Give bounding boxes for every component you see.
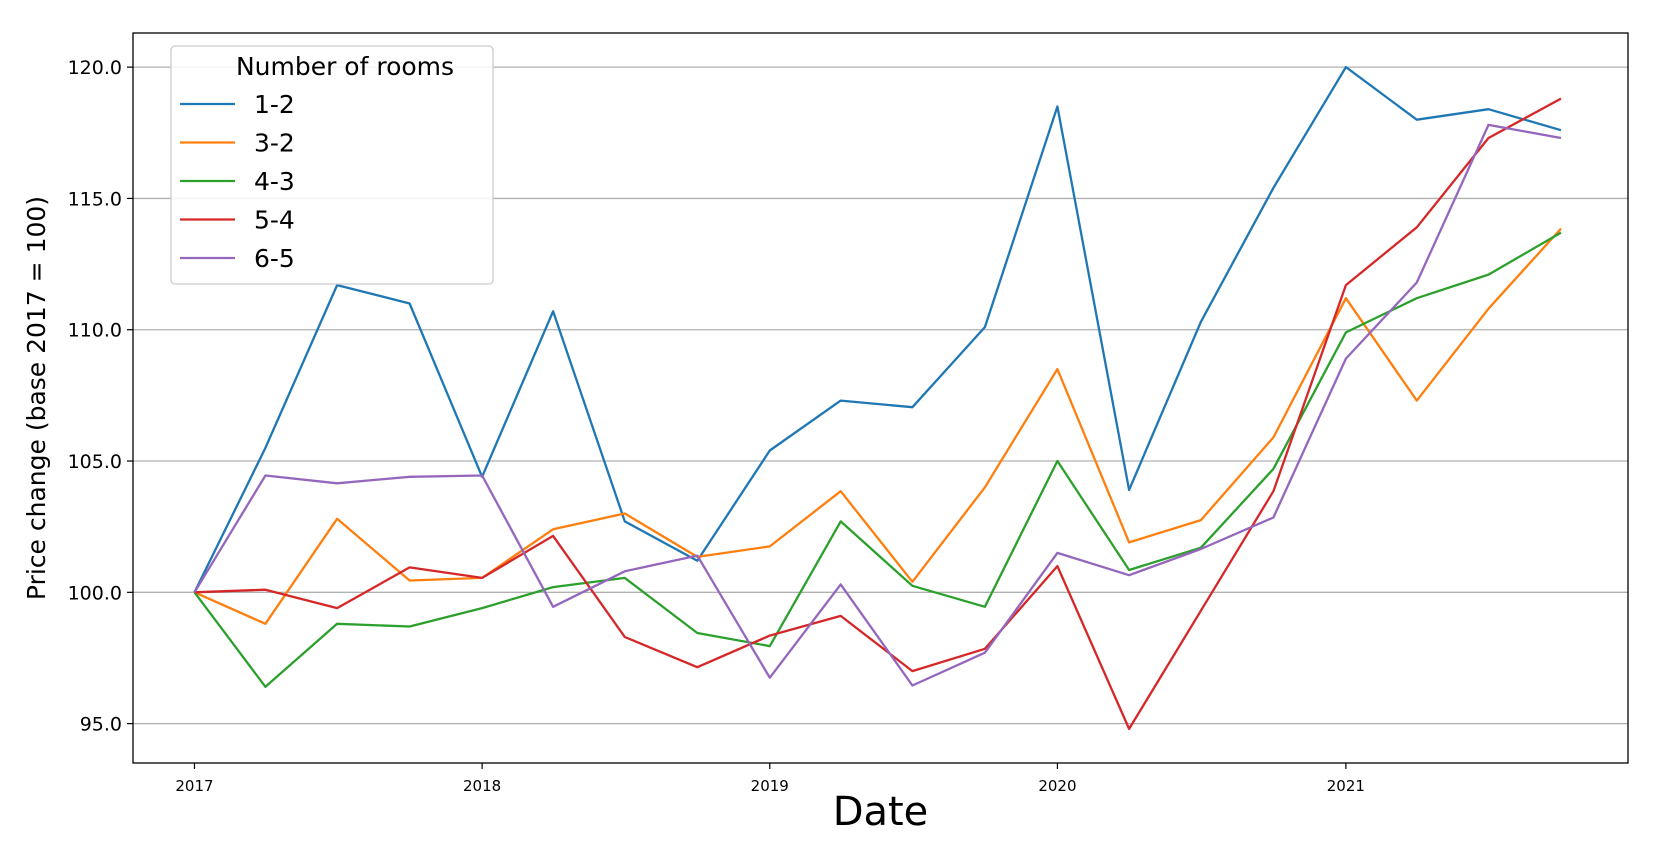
x-tick-label: 2019	[751, 777, 789, 795]
series-line-4-3	[193, 231, 1562, 688]
y-tick-label: 115.0	[68, 188, 122, 210]
legend-label: 3-2	[254, 129, 295, 158]
legend-box	[170, 45, 494, 285]
x-tick-label: 2018	[463, 777, 501, 795]
y-axis-label: Price change (base 2017 = 100)	[22, 196, 51, 600]
series-line-6-5	[193, 123, 1562, 687]
y-tick-label: 110.0	[68, 320, 122, 342]
y-tick-label: 95.0	[80, 714, 122, 736]
y-tick-label: 120.0	[68, 57, 122, 79]
series-line-5-4	[194, 97, 1562, 731]
x-axis-ticks: 2017 2018 2019 2020 2021	[175, 763, 1365, 795]
legend-items: 1-2 3-2 4-3 5-4 6-5	[180, 90, 295, 273]
legend-label: 4-3	[254, 167, 295, 196]
x-tick-label: 2021	[1327, 777, 1365, 795]
x-axis-label: Date	[833, 789, 929, 835]
series-line-3-2	[194, 227, 1562, 625]
legend-label: 6-5	[254, 244, 295, 273]
y-axis-ticks: 95.0 100.0 105.0 110.0 115.0 120.0	[68, 57, 133, 736]
legend: Number of rooms 1-2 3-2 4-3 5-4 6-5	[170, 45, 494, 285]
legend-label: 1-2	[254, 90, 295, 119]
legend-title: Number of rooms	[236, 52, 454, 81]
y-tick-label: 105.0	[68, 451, 122, 473]
plot-frame	[132, 32, 1629, 764]
series-line-1-2	[193, 65, 1562, 593]
y-tick-label: 100.0	[68, 582, 122, 604]
x-tick-label: 2020	[1038, 777, 1076, 795]
legend-label: 5-4	[254, 206, 295, 235]
series-lines	[193, 65, 1562, 731]
x-tick-label: 2017	[175, 777, 213, 795]
